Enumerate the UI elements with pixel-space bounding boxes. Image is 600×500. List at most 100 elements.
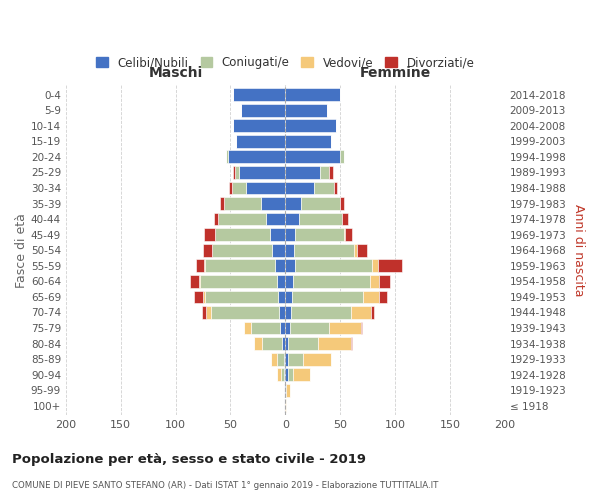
Bar — [280, 322, 286, 334]
Bar — [287, 337, 318, 350]
Bar — [286, 290, 292, 304]
Bar — [286, 212, 299, 226]
Bar — [286, 182, 314, 194]
Bar — [235, 166, 239, 179]
Bar — [294, 244, 355, 256]
Bar — [266, 212, 286, 226]
Bar — [204, 260, 205, 272]
Bar — [286, 228, 295, 241]
Bar — [282, 337, 286, 350]
Bar — [212, 244, 272, 256]
Bar — [203, 244, 212, 256]
Bar — [196, 260, 204, 272]
Bar — [340, 197, 344, 210]
Bar — [363, 290, 379, 304]
Bar — [275, 260, 286, 272]
Bar — [320, 166, 329, 179]
Bar — [377, 260, 401, 272]
Bar — [194, 290, 203, 304]
Bar — [371, 306, 374, 319]
Bar — [290, 322, 329, 334]
Bar — [214, 212, 218, 226]
Bar — [233, 166, 235, 179]
Bar — [286, 275, 293, 287]
Bar — [271, 352, 277, 366]
Bar — [329, 322, 361, 334]
Bar — [202, 306, 206, 319]
Y-axis label: Fasce di età: Fasce di età — [15, 213, 28, 288]
Bar — [232, 182, 246, 194]
Bar — [303, 352, 331, 366]
Bar — [286, 306, 291, 319]
Bar — [286, 244, 294, 256]
Bar — [286, 197, 301, 210]
Bar — [379, 290, 388, 304]
Bar — [277, 352, 284, 366]
Bar — [190, 275, 199, 287]
Bar — [228, 150, 286, 163]
Bar — [286, 88, 340, 101]
Bar — [286, 260, 295, 272]
Bar — [277, 275, 286, 287]
Bar — [299, 212, 343, 226]
Bar — [203, 290, 205, 304]
Bar — [284, 368, 286, 381]
Bar — [251, 322, 280, 334]
Bar — [318, 337, 351, 350]
Bar — [278, 290, 286, 304]
Bar — [215, 228, 270, 241]
Bar — [295, 228, 344, 241]
Bar — [218, 212, 266, 226]
Bar — [292, 290, 363, 304]
Bar — [246, 182, 286, 194]
Bar — [291, 306, 351, 319]
Bar — [329, 166, 332, 179]
Bar — [284, 400, 286, 412]
Bar — [343, 212, 348, 226]
Bar — [379, 275, 389, 287]
Bar — [286, 337, 287, 350]
Bar — [233, 88, 286, 101]
Bar — [372, 260, 377, 272]
Y-axis label: Anni di nascita: Anni di nascita — [572, 204, 585, 296]
Bar — [211, 306, 279, 319]
Bar — [286, 166, 320, 179]
Text: COMUNE DI PIEVE SANTO STEFANO (AR) - Dati ISTAT 1° gennaio 2019 - Elaborazione T: COMUNE DI PIEVE SANTO STEFANO (AR) - Dat… — [12, 480, 439, 490]
Bar — [236, 135, 286, 147]
Bar — [286, 384, 290, 396]
Legend: Celibi/Nubili, Coniugati/e, Vedovi/e, Divorziati/e: Celibi/Nubili, Coniugati/e, Vedovi/e, Di… — [92, 52, 479, 74]
Bar — [287, 352, 303, 366]
Bar — [286, 322, 290, 334]
Bar — [284, 384, 286, 396]
Bar — [277, 368, 281, 381]
Bar — [361, 322, 362, 334]
Text: Popolazione per età, sesso e stato civile - 2019: Popolazione per età, sesso e stato civil… — [12, 452, 366, 466]
Bar — [205, 290, 278, 304]
Bar — [229, 182, 232, 194]
Bar — [286, 135, 331, 147]
Bar — [220, 197, 224, 210]
Bar — [286, 352, 287, 366]
Text: Femmine: Femmine — [359, 66, 431, 80]
Bar — [344, 228, 352, 241]
Bar — [204, 228, 215, 241]
Bar — [355, 244, 356, 256]
Bar — [293, 275, 370, 287]
Bar — [270, 228, 286, 241]
Bar — [279, 306, 286, 319]
Bar — [334, 182, 337, 194]
Bar — [370, 275, 379, 287]
Bar — [351, 337, 352, 350]
Bar — [286, 104, 327, 117]
Bar — [226, 150, 228, 163]
Bar — [301, 197, 340, 210]
Bar — [241, 104, 286, 117]
Bar — [356, 244, 367, 256]
Bar — [293, 368, 310, 381]
Bar — [239, 166, 286, 179]
Bar — [286, 368, 287, 381]
Bar — [340, 150, 344, 163]
Bar — [272, 244, 286, 256]
Bar — [254, 337, 262, 350]
Bar — [206, 306, 211, 319]
